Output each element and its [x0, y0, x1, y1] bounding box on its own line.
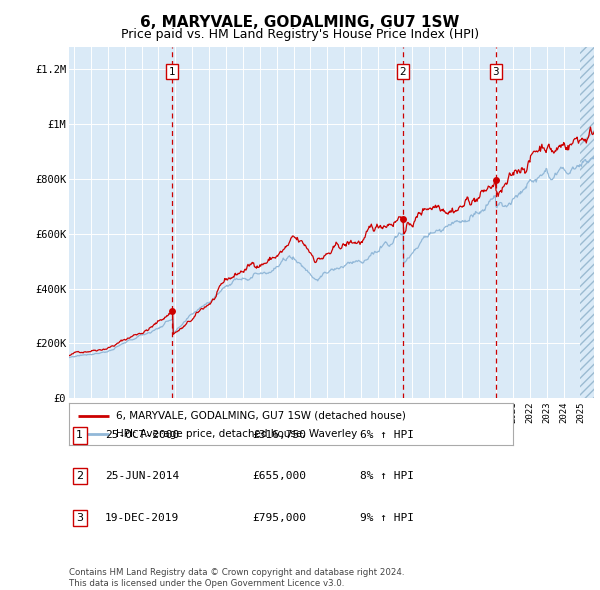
Text: £655,000: £655,000 [252, 471, 306, 481]
Text: 1: 1 [76, 431, 83, 440]
Text: 6, MARYVALE, GODALMING, GU7 1SW (detached house): 6, MARYVALE, GODALMING, GU7 1SW (detache… [116, 411, 406, 421]
Text: 8% ↑ HPI: 8% ↑ HPI [360, 471, 414, 481]
Text: 2: 2 [400, 67, 406, 77]
Text: This data is licensed under the Open Government Licence v3.0.: This data is licensed under the Open Gov… [69, 579, 344, 588]
Text: 6, MARYVALE, GODALMING, GU7 1SW: 6, MARYVALE, GODALMING, GU7 1SW [140, 15, 460, 30]
Text: HPI: Average price, detached house, Waverley: HPI: Average price, detached house, Wave… [116, 428, 357, 438]
Text: 9% ↑ HPI: 9% ↑ HPI [360, 513, 414, 523]
Text: £795,000: £795,000 [252, 513, 306, 523]
Text: 25-JUN-2014: 25-JUN-2014 [105, 471, 179, 481]
Text: 1: 1 [169, 67, 176, 77]
Text: Contains HM Land Registry data © Crown copyright and database right 2024.: Contains HM Land Registry data © Crown c… [69, 568, 404, 576]
Text: £316,750: £316,750 [252, 431, 306, 440]
Text: 3: 3 [76, 513, 83, 523]
Text: 3: 3 [492, 67, 499, 77]
Text: 6% ↑ HPI: 6% ↑ HPI [360, 431, 414, 440]
Text: 25-OCT-2000: 25-OCT-2000 [105, 431, 179, 440]
Text: 2: 2 [76, 471, 83, 481]
Text: 19-DEC-2019: 19-DEC-2019 [105, 513, 179, 523]
Text: Price paid vs. HM Land Registry's House Price Index (HPI): Price paid vs. HM Land Registry's House … [121, 28, 479, 41]
Bar [580, 47, 598, 398]
